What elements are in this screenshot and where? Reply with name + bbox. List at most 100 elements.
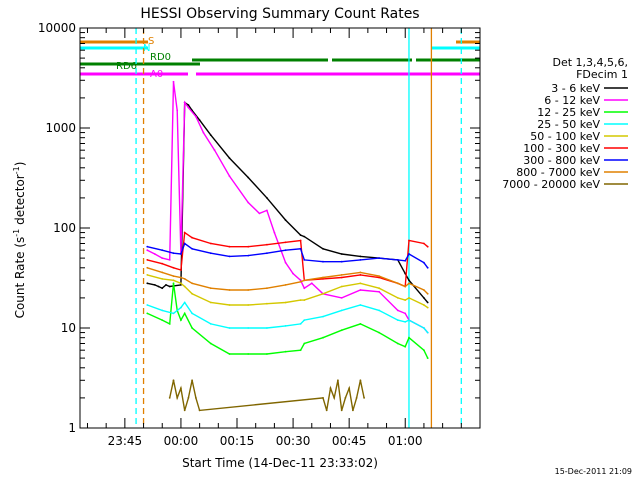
- data-point: [176, 109, 179, 112]
- data-point: [191, 312, 194, 315]
- y-tick-label: 1: [68, 421, 76, 435]
- data-point: [180, 282, 182, 285]
- data-point: [146, 245, 149, 248]
- data-point: [146, 259, 149, 261]
- data-point: [247, 327, 250, 329]
- data-point: [180, 387, 182, 390]
- y-axis-label: Count Rate (s-1 detector-1): [12, 162, 27, 319]
- data-point: [423, 261, 425, 264]
- data-point: [266, 209, 268, 212]
- data-point: [325, 409, 328, 412]
- data-point: [396, 282, 399, 285]
- data-point: [168, 259, 171, 261]
- data-point: [340, 276, 343, 279]
- data-point: [378, 275, 380, 277]
- data-point: [172, 266, 175, 269]
- data-point: [172, 312, 175, 315]
- data-point: [228, 353, 231, 355]
- series-line: [147, 267, 429, 295]
- series-line: [147, 242, 429, 269]
- data-point: [337, 379, 339, 382]
- data-point: [209, 287, 212, 290]
- data-point: [191, 282, 194, 285]
- legend-header-line-1: Det 1,3,4,5,6,: [552, 56, 628, 69]
- data-point: [247, 176, 250, 179]
- data-point: [180, 319, 182, 321]
- data-point: [172, 252, 175, 255]
- data-point: [153, 253, 156, 255]
- data-point: [195, 397, 197, 399]
- data-point: [340, 409, 343, 412]
- data-point: [209, 242, 212, 245]
- legend-label: 50 - 100 keV: [530, 130, 600, 143]
- data-point: [183, 101, 186, 104]
- data-point: [378, 290, 380, 293]
- chart-title: HESSI Observing Summary Count Rates: [140, 6, 419, 22]
- data-point: [344, 397, 347, 399]
- data-point: [408, 319, 410, 321]
- data-point: [423, 304, 425, 306]
- state-bar-label: S: [148, 36, 154, 47]
- data-point: [355, 397, 358, 399]
- legend-label: 800 - 7000 keV: [516, 166, 600, 179]
- data-point: [191, 327, 194, 329]
- data-point: [359, 271, 362, 274]
- data-point: [396, 309, 399, 312]
- legend-label: 25 - 50 keV: [537, 118, 600, 131]
- data-point: [359, 323, 362, 325]
- data-point: [322, 397, 324, 399]
- data-point: [187, 104, 190, 106]
- data-point: [408, 253, 410, 255]
- data-point: [209, 342, 212, 345]
- data-point: [310, 282, 313, 285]
- data-point: [426, 357, 429, 359]
- data-point: [161, 278, 164, 280]
- data-point: [423, 297, 425, 299]
- data-point: [228, 157, 231, 160]
- data-point: [329, 387, 332, 390]
- data-point: [408, 282, 410, 285]
- data-point: [202, 131, 205, 134]
- data-point: [168, 397, 171, 399]
- data-point: [404, 345, 407, 348]
- legend-header-line-2: FDecim 1: [576, 68, 628, 81]
- data-point: [299, 239, 302, 242]
- data-point: [146, 266, 149, 269]
- data-point: [378, 309, 380, 312]
- data-point: [299, 234, 302, 237]
- data-point: [266, 353, 268, 355]
- data-point: [340, 274, 343, 276]
- data-point: [228, 175, 231, 178]
- data-point: [191, 236, 194, 239]
- data-point: [247, 254, 250, 257]
- y-label-part-2: detector: [13, 174, 27, 229]
- data-point: [247, 304, 250, 306]
- data-point: [228, 245, 231, 248]
- x-axis: 23:45 00:00 00:15 00:30 00:45 01:00: [86, 28, 462, 448]
- data-point: [161, 319, 164, 321]
- data-point: [284, 301, 287, 304]
- y-tick-label: 10: [61, 321, 76, 335]
- data-point: [183, 285, 186, 288]
- data-point: [180, 269, 182, 271]
- data-point: [161, 309, 164, 312]
- data-point: [378, 287, 380, 290]
- x-tick-label: 00:30: [276, 434, 311, 448]
- state-bar-label: RD0: [150, 52, 171, 63]
- data-point: [303, 342, 306, 345]
- data-point: [322, 292, 324, 295]
- data-point: [161, 249, 164, 252]
- data-point: [183, 242, 186, 245]
- data-point: [284, 241, 287, 244]
- data-point: [209, 252, 212, 255]
- y-label-exp-1: -1: [12, 229, 21, 237]
- data-point: [340, 260, 343, 263]
- data-point: [183, 409, 186, 412]
- data-point: [161, 287, 164, 290]
- data-point: [209, 134, 212, 137]
- data-point: [322, 260, 324, 263]
- data-point: [404, 259, 407, 262]
- data-point: [146, 249, 149, 252]
- data-point: [284, 249, 287, 252]
